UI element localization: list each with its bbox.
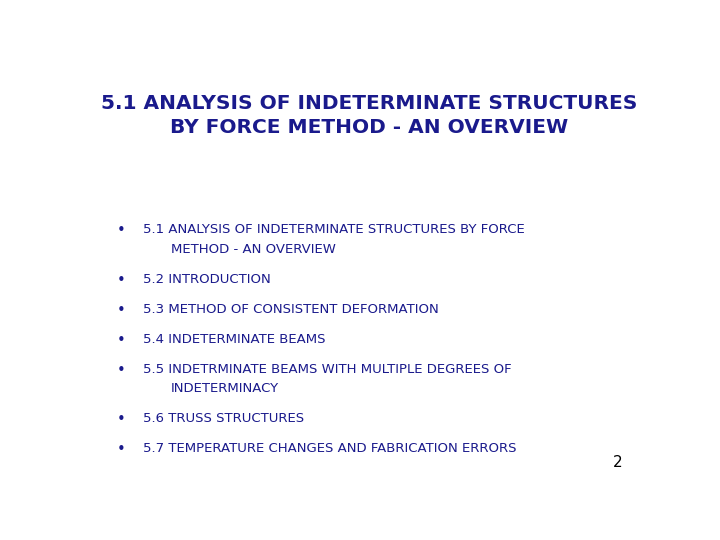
Text: 5.3 METHOD OF CONSISTENT DEFORMATION: 5.3 METHOD OF CONSISTENT DEFORMATION xyxy=(143,302,438,316)
Text: 5.6 TRUSS STRUCTURES: 5.6 TRUSS STRUCTURES xyxy=(143,413,304,426)
Text: 5.2 INTRODUCTION: 5.2 INTRODUCTION xyxy=(143,273,271,286)
Text: INDETERMINACY: INDETERMINACY xyxy=(171,382,279,395)
Text: 5.4 INDETERMINATE BEAMS: 5.4 INDETERMINATE BEAMS xyxy=(143,333,325,346)
Text: 2: 2 xyxy=(613,455,623,470)
Text: •: • xyxy=(117,223,125,238)
Text: •: • xyxy=(117,442,125,457)
Text: 5.7 TEMPERATURE CHANGES AND FABRICATION ERRORS: 5.7 TEMPERATURE CHANGES AND FABRICATION … xyxy=(143,442,516,455)
Text: 5.1 ANALYSIS OF INDETERMINATE STRUCTURES
BY FORCE METHOD - AN OVERVIEW: 5.1 ANALYSIS OF INDETERMINATE STRUCTURES… xyxy=(101,94,637,137)
Text: •: • xyxy=(117,273,125,288)
Text: 5.1 ANALYSIS OF INDETERMINATE STRUCTURES BY FORCE: 5.1 ANALYSIS OF INDETERMINATE STRUCTURES… xyxy=(143,223,525,236)
Text: •: • xyxy=(117,302,125,318)
Text: •: • xyxy=(117,362,125,377)
Text: •: • xyxy=(117,333,125,348)
Text: •: • xyxy=(117,413,125,427)
Text: METHOD - AN OVERVIEW: METHOD - AN OVERVIEW xyxy=(171,243,336,256)
Text: 5.5 INDETRMINATE BEAMS WITH MULTIPLE DEGREES OF: 5.5 INDETRMINATE BEAMS WITH MULTIPLE DEG… xyxy=(143,362,512,375)
